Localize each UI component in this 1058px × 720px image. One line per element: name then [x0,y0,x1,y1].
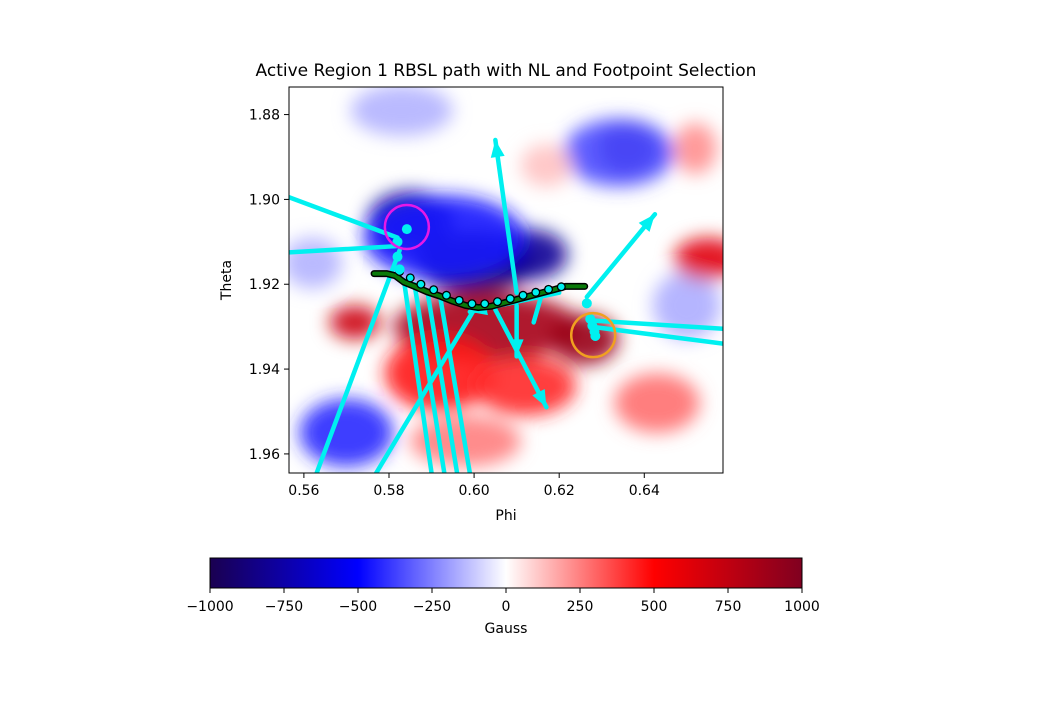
field-blob [289,237,343,289]
plot-frame [288,86,724,474]
field-vector [289,243,400,255]
plot-area [288,86,724,474]
field-vector [425,288,460,473]
x-tick-label: 0.60 [459,483,490,499]
field-vector [493,307,549,410]
vector-arrowhead [509,339,524,357]
field-blob [563,118,675,187]
vector-arrowhead [532,388,547,408]
footpoint-marker [394,264,405,275]
y-tick-label: 1.94 [249,362,280,378]
footpoint-marker [401,224,412,235]
footpoint-marker [590,330,601,341]
colorbar-ticks: −1000 −750 −500 −250 0 250 500 750 1000 [186,588,820,615]
colorbar-tick-label: −750 [265,599,303,615]
field-vector [412,281,447,473]
path-point [455,297,463,304]
field-vector [373,307,477,473]
footpoint-marker [392,251,403,262]
colorbar-gradient [209,557,803,589]
colorbar-tick-label: 500 [641,599,668,615]
field-blob [674,123,717,174]
field-blob [674,237,723,280]
x-axis-label: Phi [495,508,516,524]
path-point [545,286,552,293]
neutral-line [372,271,587,310]
field-blob [520,144,572,187]
chart-title: Active Region 1 RBSL path with NL and Fo… [256,61,757,81]
field-vector [401,277,434,473]
x-tick-label: 0.62 [544,483,575,499]
path-overlay [289,137,723,473]
path-point [494,298,501,305]
x-tick-label: 0.56 [288,483,319,499]
path-point [519,292,527,299]
field-blob [652,271,721,340]
y-tick-label: 1.92 [249,277,280,293]
field-vector [289,195,400,240]
y-axis-label: Theta [219,260,235,301]
path-point [417,281,425,288]
x-axis: 0.56 0.58 0.60 0.62 0.64 [288,473,660,499]
field-vector [588,324,723,346]
field-blob [474,356,577,416]
footpoint-marker [581,298,592,309]
path-point [507,295,514,302]
colorbar-tick-label: −250 [413,599,451,615]
colorbar-tick-label: 250 [567,599,594,615]
colorbar-label: Gauss [485,621,528,637]
x-tick-label: 0.64 [629,483,660,499]
vector-arrowhead [638,214,655,232]
field-blob [299,398,394,467]
field-heatmap [289,87,723,467]
y-tick-label: 1.90 [249,192,280,208]
field-blob [350,87,453,136]
colorbar-tick-label: 0 [502,599,511,615]
vector-arrowhead [490,140,505,158]
path-point [468,300,476,307]
path-point [407,274,414,282]
field-vector [584,212,658,300]
footpoint-circle-negative [383,203,431,251]
colorbar-tick-label: 750 [715,599,742,615]
colorbar: −1000 −750 −500 −250 0 250 500 750 1000 Gauss [186,557,820,637]
field-blob-group [289,87,723,467]
path-point [532,289,539,296]
field-blob [614,373,700,433]
path-point [430,286,437,293]
colorbar-tick-label: 1000 [784,599,820,615]
y-axis: 1.88 1.90 1.92 1.94 1.96 [249,108,289,463]
path-point [443,292,450,299]
field-vector [314,248,402,473]
field-blob [363,195,526,280]
field-vector [437,293,473,473]
colorbar-tick-label: −1000 [186,599,233,615]
y-tick-label: 1.88 [249,108,280,124]
path-point [481,300,488,307]
path-point [558,283,565,290]
footpoint-circle-positive [569,311,617,359]
field-vector [493,137,519,295]
y-tick-label: 1.96 [249,447,280,463]
colorbar-tick-label: −500 [339,599,377,615]
x-tick-label: 0.58 [373,483,404,499]
